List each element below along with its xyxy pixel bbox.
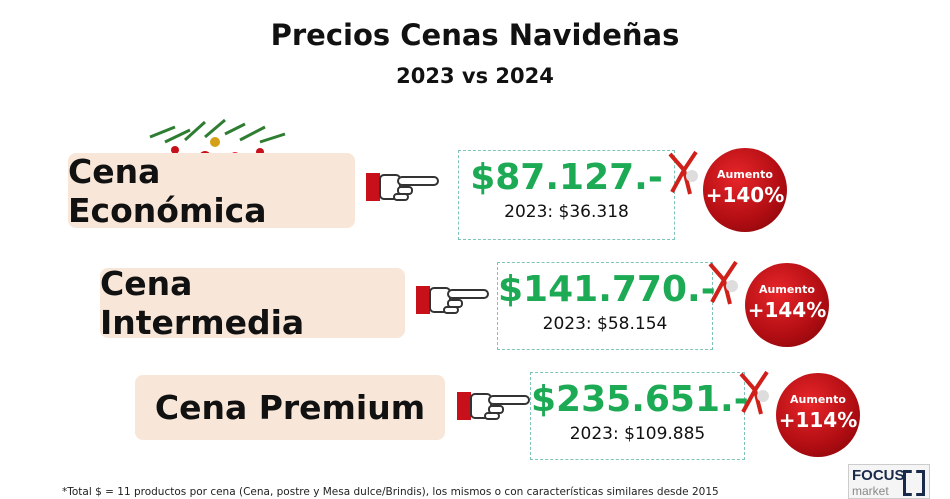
badge-label: Aumento: [717, 168, 773, 181]
ribbon-bow-icon: [708, 260, 738, 305]
price-2023: 2023: $36.318: [504, 202, 629, 222]
badge-label: Aumento: [759, 283, 815, 296]
ribbon-bow-icon: [739, 370, 769, 415]
price-2023: 2023: $58.154: [542, 314, 668, 334]
increase-percent: +144%: [747, 298, 827, 322]
page-subtitle: 2023 vs 2024: [396, 64, 554, 88]
price-2023: 2023: $109.885: [569, 424, 706, 444]
price-2024: $141.770.-: [498, 269, 716, 310]
price-2024: $235.651.-: [531, 379, 749, 420]
badge-label: Aumento: [790, 393, 846, 406]
page-title: Precios Cenas Navideñas: [270, 18, 680, 52]
logo-line1: FOCUS: [852, 467, 905, 484]
increase-badge: Aumento +144%: [745, 263, 829, 347]
increase-percent: +114%: [778, 408, 858, 432]
ribbon-bow-icon: [668, 150, 698, 195]
dinner-label: Cena Premium: [135, 375, 445, 440]
price-2024: $87.127.-: [470, 157, 663, 198]
dinner-label: Cena Económica: [68, 152, 355, 230]
logo-frame-icon: [903, 470, 925, 496]
price-box: $235.651.- 2023: $109.885: [530, 372, 749, 460]
focus-market-logo: FOCUS market: [848, 464, 930, 499]
price-box: $87.127.- 2023: $36.318: [458, 150, 675, 240]
pointing-hand-icon: [457, 392, 530, 420]
increase-badge: Aumento +114%: [776, 373, 860, 457]
price-box: $141.770.- 2023: $58.154: [497, 262, 716, 350]
pointing-hand-icon: [416, 286, 489, 314]
footnote: *Total $ = 11 productos por cena (Cena, …: [62, 486, 719, 498]
pointing-hand-icon: [366, 173, 439, 201]
logo-line2: market: [852, 484, 889, 498]
dinner-label: Cena Intermedia: [100, 264, 405, 342]
increase-percent: +140%: [705, 183, 785, 207]
increase-badge: Aumento +140%: [703, 148, 787, 232]
